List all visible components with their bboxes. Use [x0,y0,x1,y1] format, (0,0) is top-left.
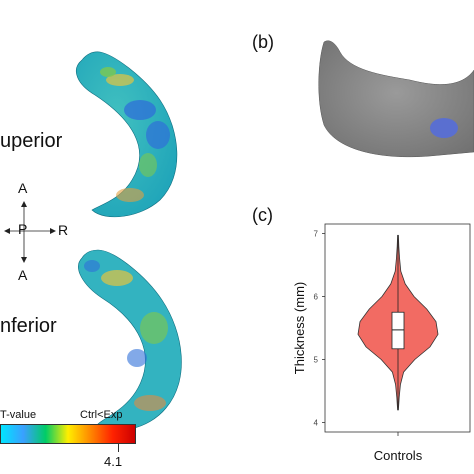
panel-b-letter: (b) [252,32,274,52]
colorbar-tick [118,444,119,452]
inferior-surface-map [78,249,182,431]
box-iqr [391,311,405,350]
superior-view-label: uperior [0,130,63,152]
y-axis-label: Thickness (mm) [292,282,307,374]
colorbar-title: T-value [0,409,37,421]
superior-surface-map [76,51,178,218]
posterior-label: P [18,221,28,237]
x-tick-label-controls: Controls [374,448,423,463]
colorbar-max-label: 4.1 [104,454,123,469]
panel-c-letter: (c) [252,205,273,225]
plot-frame [324,223,471,433]
y-tick-label: 6 [314,292,319,301]
colorbar-note: Ctrl<Exp [80,409,123,421]
inferior-view-label: nferior [0,315,57,337]
right-label: R [58,222,69,238]
orientation-cross [4,201,56,263]
highlight-region [430,118,458,138]
anterior-bottom-label: A [18,267,28,283]
y-tick-label: 5 [314,356,319,365]
anterior-top-label: A [18,180,28,196]
panel-b-surface [318,40,474,158]
y-tick-label: 7 [314,229,319,238]
violin-chart: 4 5 6 7 Controls Thickness (mm) [292,223,471,463]
colorbar [0,424,136,444]
y-tick-label: 4 [314,419,319,428]
